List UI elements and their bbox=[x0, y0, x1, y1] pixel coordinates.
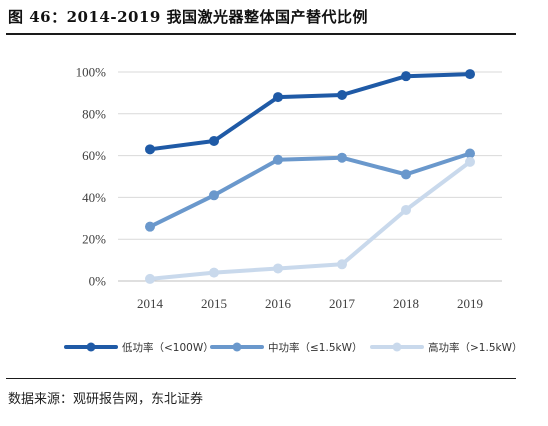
legend-label: 低功率（<100W） bbox=[122, 341, 214, 354]
source-note: 数据来源：观研报告网，东北证券 bbox=[8, 392, 204, 407]
legend-swatch-marker bbox=[392, 342, 402, 352]
line-chart: 0% 20% 40% 60% 80% 100% 2014 2015 2016 2017 2018 20… bbox=[64, 65, 522, 354]
series-1-point bbox=[337, 89, 347, 100]
x-tick-label: 2016 bbox=[265, 296, 292, 311]
series-1-point bbox=[465, 69, 475, 80]
series-2-point bbox=[465, 148, 475, 159]
series-3-point bbox=[337, 259, 347, 270]
series-1-point bbox=[401, 71, 411, 82]
series-2-point bbox=[145, 221, 155, 232]
x-tick-label: 2017 bbox=[329, 296, 356, 311]
x-tick-label: 2018 bbox=[393, 296, 419, 311]
source-divider bbox=[6, 378, 516, 379]
series-1-point bbox=[145, 144, 155, 155]
series-line-3 bbox=[148, 159, 472, 281]
title-underline bbox=[6, 33, 516, 35]
y-tick-label: 40% bbox=[82, 190, 106, 205]
series-2-point bbox=[337, 152, 347, 163]
x-tick-label: 2019 bbox=[457, 296, 483, 311]
legend-label: 高功率（>1.5kW） bbox=[428, 341, 522, 354]
series-3-point bbox=[465, 156, 475, 167]
series-3-point bbox=[209, 267, 219, 278]
legend-label: 中功率（≤1.5kW） bbox=[268, 341, 362, 354]
x-tick-label: 2014 bbox=[137, 296, 164, 311]
x-tick-label: 2015 bbox=[201, 296, 227, 311]
y-tick-label: 100% bbox=[76, 65, 107, 80]
series-3-point bbox=[145, 273, 155, 284]
y-tick-label: 20% bbox=[82, 232, 106, 247]
y-tick-label: 80% bbox=[82, 106, 106, 121]
series-3-point bbox=[273, 263, 283, 274]
y-tick-label: 0% bbox=[89, 274, 107, 289]
series-line-1 bbox=[148, 72, 472, 152]
figure-title: 图 46：2014-2019 我国激光器整体国产替代比例 bbox=[8, 8, 369, 26]
y-tick-label: 60% bbox=[82, 148, 106, 163]
series-1-point bbox=[273, 92, 283, 103]
series-2-point bbox=[401, 169, 411, 180]
series-2-point bbox=[209, 190, 219, 201]
series-line-2 bbox=[148, 151, 472, 229]
legend-swatch-marker bbox=[232, 342, 242, 352]
series-1-point bbox=[209, 135, 219, 146]
legend-swatch-marker bbox=[86, 342, 96, 352]
series-2-point bbox=[273, 154, 283, 165]
series-3-point bbox=[401, 204, 411, 215]
